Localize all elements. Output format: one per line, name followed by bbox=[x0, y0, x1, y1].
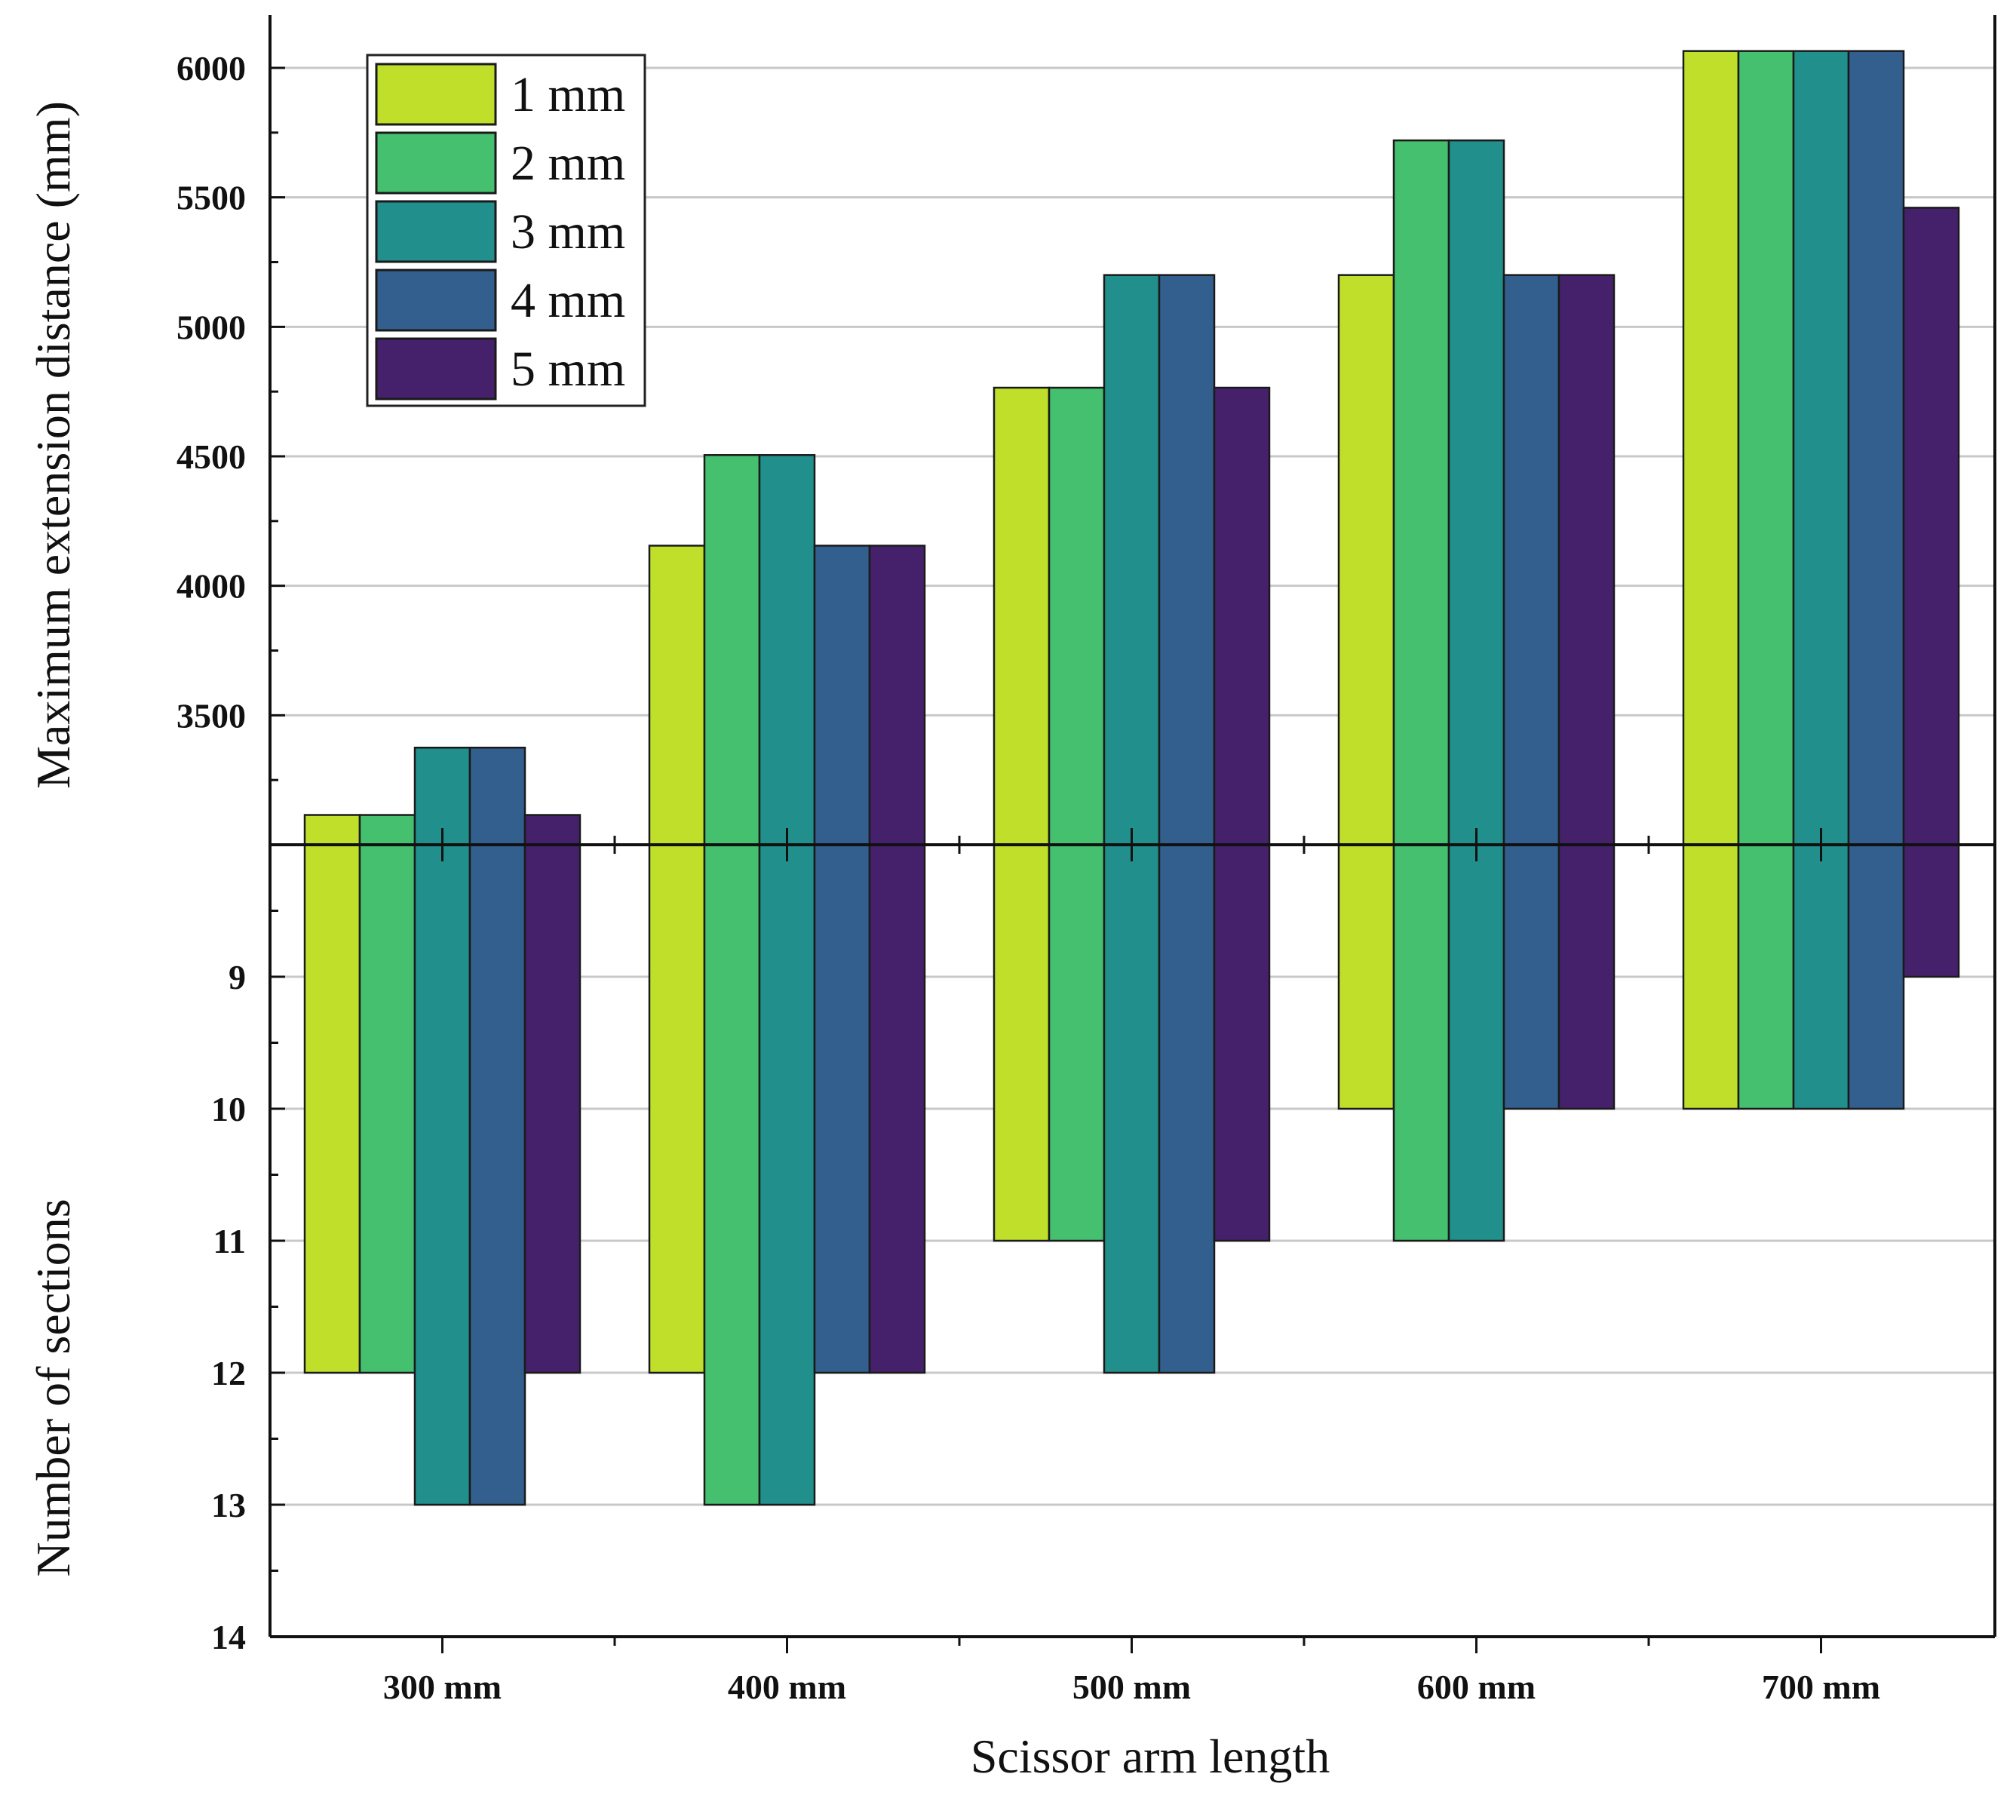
bars bbox=[303, 50, 1960, 1506]
y-tick-label-top: 5000 bbox=[176, 308, 246, 346]
bar-extension-3mm-500mm bbox=[1103, 274, 1161, 846]
bar-extension-4mm-400mm bbox=[813, 545, 871, 846]
x-tick-label: 600 mm bbox=[1417, 1668, 1536, 1706]
bar-sections-1mm-600mm bbox=[1337, 843, 1395, 1110]
bar-extension-2mm-500mm bbox=[1048, 386, 1106, 846]
bar-extension-5mm-700mm bbox=[1902, 207, 1960, 846]
bar-sections-5mm-500mm bbox=[1213, 843, 1271, 1242]
bar-extension-4mm-500mm bbox=[1158, 274, 1216, 846]
bar-sections-5mm-300mm bbox=[523, 843, 581, 1374]
y-tick-label-bottom: 12 bbox=[211, 1354, 246, 1392]
bar-extension-2mm-600mm bbox=[1392, 139, 1450, 846]
y-tick-label-bottom: 9 bbox=[229, 958, 246, 996]
bar-sections-5mm-400mm bbox=[868, 843, 926, 1374]
bar-extension-2mm-700mm bbox=[1737, 50, 1795, 846]
bar-extension-1mm-500mm bbox=[993, 386, 1051, 846]
bar-sections-3mm-400mm bbox=[758, 843, 816, 1506]
bar-extension-3mm-400mm bbox=[758, 454, 816, 846]
bar-extension-4mm-300mm bbox=[468, 747, 526, 846]
bar-extension-1mm-600mm bbox=[1337, 274, 1395, 846]
bar-extension-2mm-300mm bbox=[358, 814, 416, 846]
y-tick-label-bottom: 10 bbox=[211, 1090, 246, 1128]
legend-swatch-1mm bbox=[375, 63, 497, 126]
y-tick-label-bottom: 11 bbox=[213, 1222, 246, 1260]
x-axis-title: Scissor arm length bbox=[971, 1729, 1330, 1783]
bar-sections-1mm-500mm bbox=[993, 843, 1051, 1242]
legend-label-5mm: 5 mm bbox=[511, 342, 625, 397]
legend-swatch-2mm bbox=[375, 131, 497, 195]
legend-swatch-4mm bbox=[375, 269, 497, 332]
y-tick-label-top: 6000 bbox=[176, 49, 246, 87]
bar-extension-5mm-500mm bbox=[1213, 386, 1271, 846]
bar-sections-3mm-700mm bbox=[1792, 843, 1850, 1110]
y-tick-label-top: 3500 bbox=[176, 696, 246, 735]
y-axis-title-top: Maximum extension distance (mm) bbox=[26, 101, 80, 789]
legend-label-4mm: 4 mm bbox=[511, 273, 625, 328]
bar-sections-3mm-300mm bbox=[413, 843, 471, 1506]
bar-extension-1mm-700mm bbox=[1682, 50, 1740, 846]
bar-sections-4mm-700mm bbox=[1847, 843, 1905, 1110]
y-axis-title-bottom: Number of sections bbox=[26, 1198, 80, 1576]
x-tick-label: 500 mm bbox=[1072, 1668, 1191, 1706]
bar-extension-3mm-600mm bbox=[1447, 139, 1505, 846]
y-tick-label-bottom: 14 bbox=[211, 1618, 246, 1656]
legend-label-1mm: 1 mm bbox=[511, 67, 625, 122]
bar-sections-5mm-600mm bbox=[1557, 843, 1616, 1110]
tick-labels: 3500 4000 4500 5000 5500 6000 9 10 11 12 13 14 300 m… bbox=[176, 49, 1880, 1706]
axes bbox=[268, 15, 1996, 1653]
y-tick-label-top: 4500 bbox=[176, 437, 246, 476]
bar-extension-2mm-400mm bbox=[703, 454, 761, 846]
bar-extension-5mm-300mm bbox=[523, 814, 581, 846]
bar-extension-4mm-700mm bbox=[1847, 50, 1905, 846]
y-tick-label-top: 5500 bbox=[176, 179, 246, 217]
legend-swatch-5mm bbox=[375, 337, 497, 401]
bar-sections-1mm-400mm bbox=[648, 843, 706, 1374]
y-tick-label-bottom: 13 bbox=[211, 1486, 246, 1524]
legend-label-2mm: 2 mm bbox=[511, 136, 625, 191]
legend: 1 mm 2 mm 3 mm 4 mm 5 mm bbox=[366, 54, 646, 407]
x-tick-label: 700 mm bbox=[1762, 1668, 1880, 1706]
bar-sections-2mm-500mm bbox=[1048, 843, 1106, 1242]
bar-sections-1mm-700mm bbox=[1682, 843, 1740, 1110]
bar-sections-2mm-600mm bbox=[1392, 843, 1450, 1242]
bar-sections-2mm-400mm bbox=[703, 843, 761, 1506]
bar-extension-1mm-300mm bbox=[303, 814, 361, 846]
bar-sections-5mm-700mm bbox=[1902, 843, 1960, 978]
bar-sections-3mm-600mm bbox=[1447, 843, 1505, 1242]
bar-extension-5mm-400mm bbox=[868, 545, 926, 846]
x-tick-label: 300 mm bbox=[383, 1668, 502, 1706]
bar-extension-4mm-600mm bbox=[1502, 274, 1560, 846]
bar-sections-2mm-700mm bbox=[1737, 843, 1795, 1110]
bar-sections-4mm-500mm bbox=[1158, 843, 1216, 1374]
bar-sections-4mm-400mm bbox=[813, 843, 871, 1374]
y-tick-label-top: 4000 bbox=[176, 567, 246, 606]
bar-extension-5mm-600mm bbox=[1557, 274, 1616, 846]
bar-sections-4mm-300mm bbox=[468, 843, 526, 1506]
legend-swatch-3mm bbox=[375, 200, 497, 263]
bar-extension-3mm-700mm bbox=[1792, 50, 1850, 846]
bar-sections-4mm-600mm bbox=[1502, 843, 1560, 1110]
bar-extension-1mm-400mm bbox=[648, 545, 706, 846]
x-tick-label: 400 mm bbox=[728, 1668, 846, 1706]
bar-sections-2mm-300mm bbox=[358, 843, 416, 1374]
legend-label-3mm: 3 mm bbox=[511, 204, 625, 259]
bar-sections-1mm-300mm bbox=[303, 843, 361, 1374]
bar-sections-3mm-500mm bbox=[1103, 843, 1161, 1374]
